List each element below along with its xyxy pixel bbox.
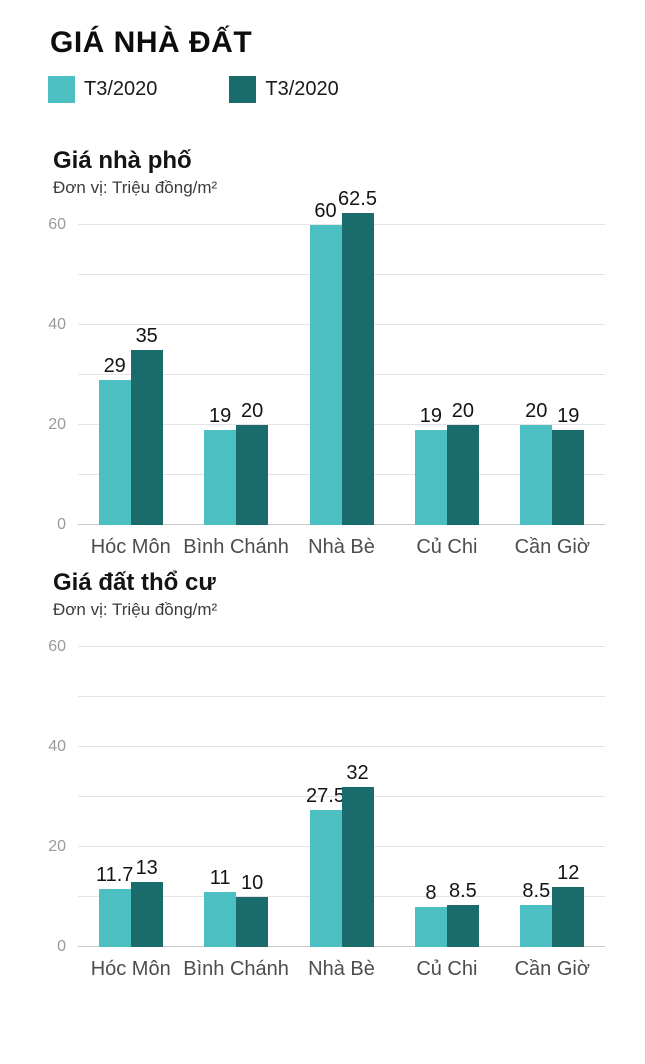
value-label: 13 (135, 857, 158, 879)
legend-label-series2: T3/2020 (265, 78, 339, 100)
value-label: 62.5 (338, 187, 377, 210)
bar-series2-2 (236, 425, 269, 525)
y-gridline (78, 746, 605, 747)
value-label: 35 (135, 325, 158, 347)
y-tick-label: 0 (57, 938, 66, 955)
chart-gia-nha-pho: Giá nhà phố Đơn vị: Triệu đồng/m² 0 20 40 6… (0, 147, 645, 558)
category-label: Hóc Môn (90, 536, 171, 558)
category-label: Hóc Môn (90, 958, 171, 980)
chart-subtitle: Đơn vị: Triệu đồng/m² (53, 600, 218, 619)
bar-series1-4 (414, 430, 447, 525)
legend-swatch-series2-icon (229, 76, 257, 103)
value-label: 8.5 (448, 879, 477, 902)
value-label: 20 (525, 400, 548, 422)
value-label: 29 (103, 355, 126, 377)
y-tick-label: 40 (48, 316, 66, 333)
infographic-page: GIÁ NHÀ ĐẤT T3/2020 T3/2020 Giá nhà phố … (0, 26, 645, 980)
value-label: 20 (451, 400, 475, 422)
bar-series1-3 (309, 225, 342, 525)
legend-swatch-series1-icon (48, 76, 75, 103)
legend-item-series1: T3/2020 (48, 76, 157, 103)
value-label: 8 (425, 882, 437, 904)
y-gridline (78, 646, 605, 647)
plot-area: 0 20 40 60 11.7 13 Hóc Môn 11 10 Bình Chánh 27.5 32… (48, 638, 605, 980)
bar-series1-4 (414, 907, 447, 947)
value-label: 19 (419, 405, 443, 427)
bar-series1-5 (520, 425, 553, 525)
y-tick-label: 60 (48, 216, 66, 233)
legend-item-series2: T3/2020 (229, 76, 339, 103)
value-label: 27.5 (306, 784, 345, 807)
category-label: Củ Chi (416, 536, 478, 558)
bar-series2-2 (236, 897, 269, 947)
bar-series2-3 (341, 212, 374, 525)
value-label: 19 (208, 405, 232, 427)
value-label: 32 (346, 762, 369, 784)
bar-series1-2 (204, 430, 237, 525)
bar-series2-4 (446, 904, 479, 947)
category-label: Nhà Bè (308, 958, 375, 980)
value-label: 20 (240, 400, 264, 422)
y-tick-label: 60 (48, 638, 66, 655)
y-tick-label: 20 (48, 838, 66, 855)
value-label: 11 (209, 867, 231, 889)
category-label: Bình Chánh (183, 958, 289, 980)
bar-series1-2 (204, 892, 237, 947)
y-tick-label: 20 (48, 416, 66, 433)
bar-series1-1 (98, 888, 131, 947)
category-label: Nhà Bè (308, 536, 375, 558)
value-label: 60 (314, 200, 337, 222)
chart-title: Giá đất thổ cư (53, 569, 216, 596)
bar-series1-1 (98, 380, 131, 525)
category-label: Cần Giờ (514, 958, 590, 980)
legend-label-series1: T3/2020 (84, 78, 158, 100)
bar-series1-3 (309, 809, 342, 947)
chart-subtitle: Đơn vị: Triệu đồng/m² (53, 178, 218, 197)
bar-series2-1 (130, 882, 163, 947)
legend: T3/2020 T3/2020 (48, 76, 645, 103)
page-title: GIÁ NHÀ ĐẤT (50, 26, 253, 59)
y-tick-label: 40 (48, 738, 66, 755)
value-label: 19 (557, 405, 580, 427)
plot-area: 0 20 40 60 29 35 Hóc Môn 19 20 Bình Chánh 60 62.5 Nh… (48, 188, 605, 558)
category-label: Cần Giờ (514, 536, 590, 558)
bar-series2-1 (130, 350, 163, 525)
bar-series1-5 (520, 904, 553, 947)
category-label: Củ Chi (416, 958, 478, 980)
y-tick-label: 0 (57, 516, 66, 533)
bar-series2-5 (552, 887, 585, 947)
chart-title: Giá nhà phố (53, 147, 192, 174)
value-label: 11.7 (95, 863, 134, 886)
category-label: Bình Chánh (183, 536, 289, 558)
value-label: 8.5 (522, 879, 551, 902)
bar-series2-5 (552, 430, 585, 525)
value-label: 12 (557, 862, 580, 884)
value-label: 10 (240, 872, 264, 894)
bar-series2-4 (446, 425, 479, 525)
chart-gia-dat-tho-cu: Giá đất thổ cư Đơn vị: Triệu đồng/m² 0 20… (0, 569, 645, 980)
bar-series2-3 (341, 787, 374, 947)
y-gridline (78, 696, 605, 697)
